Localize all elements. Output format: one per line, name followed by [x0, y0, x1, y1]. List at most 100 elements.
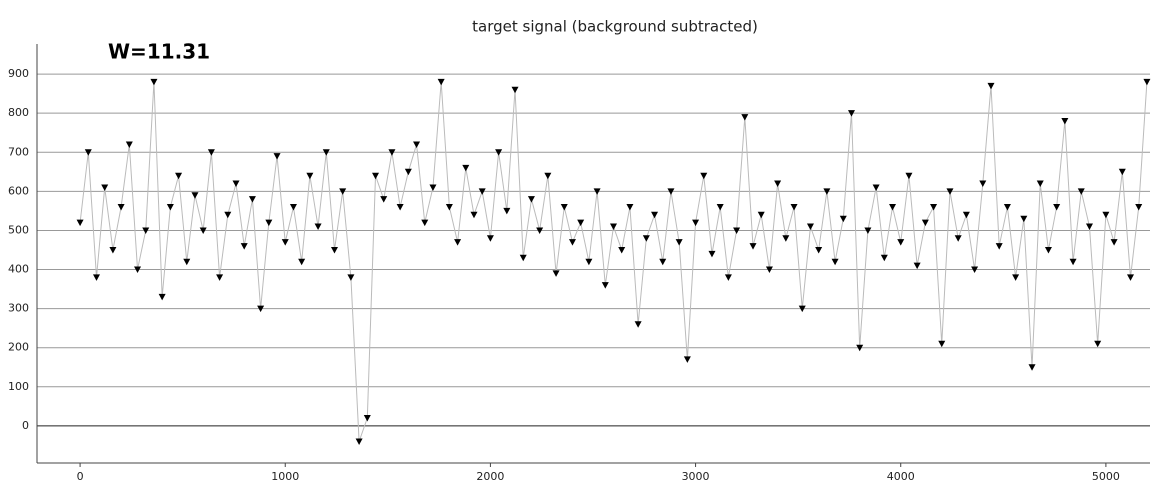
- marker: [757, 211, 765, 219]
- marker: [314, 223, 322, 231]
- marker: [388, 149, 396, 156]
- marker: [240, 243, 248, 250]
- marker: [626, 203, 634, 211]
- marker: [1028, 364, 1036, 371]
- marker: [495, 149, 503, 156]
- marker: [552, 270, 560, 277]
- marker: [421, 219, 429, 227]
- marker: [831, 258, 839, 266]
- marker: [322, 149, 330, 156]
- marker: [478, 188, 486, 195]
- marker: [437, 78, 445, 86]
- marker: [856, 344, 864, 352]
- x-tick-label: 0: [77, 470, 84, 483]
- marker: [839, 215, 847, 223]
- marker: [166, 203, 174, 211]
- marker: [782, 235, 790, 242]
- marker: [568, 239, 576, 246]
- marker: [610, 223, 618, 231]
- marker: [216, 274, 224, 281]
- marker: [281, 239, 289, 246]
- marker: [987, 82, 995, 90]
- marker: [905, 172, 913, 180]
- marker: [675, 239, 683, 246]
- marker: [651, 211, 659, 219]
- marker: [429, 184, 437, 191]
- marker: [248, 196, 256, 203]
- marker: [454, 239, 462, 246]
- marker: [199, 227, 207, 234]
- marker: [872, 184, 880, 191]
- marker: [560, 203, 568, 211]
- marker: [396, 203, 404, 211]
- marker: [125, 141, 133, 148]
- marker: [847, 110, 855, 117]
- marker: [659, 258, 667, 266]
- marker: [265, 219, 273, 227]
- marker: [1069, 258, 1077, 266]
- marker: [150, 78, 158, 86]
- y-tick-label: 400: [8, 263, 29, 276]
- marker: [339, 188, 347, 195]
- marker: [1020, 215, 1028, 223]
- marker: [1044, 246, 1052, 254]
- marker: [790, 203, 798, 211]
- marker: [995, 243, 1003, 250]
- y-tick-label: 500: [8, 223, 29, 236]
- marker: [232, 180, 240, 188]
- marker: [289, 203, 297, 211]
- marker: [117, 203, 125, 211]
- marker: [101, 184, 109, 191]
- marker: [1053, 203, 1061, 211]
- marker: [880, 254, 888, 262]
- marker: [76, 219, 84, 227]
- marker: [224, 211, 232, 219]
- marker: [503, 207, 511, 215]
- marker: [536, 227, 544, 234]
- marker: [470, 211, 478, 219]
- marker: [1102, 211, 1110, 219]
- marker: [1036, 180, 1044, 188]
- marker: [700, 172, 708, 180]
- marker: [765, 266, 773, 274]
- marker: [486, 235, 494, 242]
- marker: [257, 305, 265, 313]
- marker: [954, 235, 962, 242]
- marker: [971, 266, 979, 274]
- marker: [445, 203, 453, 211]
- series-line: [79, 81, 1148, 442]
- marker: [413, 141, 421, 148]
- marker: [798, 305, 806, 313]
- marker: [889, 203, 897, 211]
- marker: [692, 219, 700, 227]
- marker: [1077, 188, 1085, 195]
- marker: [330, 246, 338, 254]
- marker: [897, 239, 905, 246]
- marker: [806, 223, 814, 231]
- marker: [404, 168, 412, 176]
- marker: [511, 86, 519, 94]
- marker: [749, 243, 757, 250]
- marker: [864, 227, 872, 234]
- marker: [962, 211, 970, 219]
- marker: [1110, 239, 1118, 246]
- marker: [527, 196, 535, 203]
- x-tick-label: 4000: [887, 470, 915, 483]
- marker: [462, 164, 470, 172]
- marker: [683, 356, 691, 363]
- marker: [84, 149, 92, 156]
- marker: [1127, 274, 1135, 281]
- x-tick-label: 1000: [271, 470, 299, 483]
- y-tick-label: 600: [8, 184, 29, 197]
- y-tick-label: 900: [8, 67, 29, 80]
- marker: [109, 246, 117, 254]
- marker: [306, 172, 314, 180]
- marker: [938, 340, 946, 348]
- y-tick-label: 100: [8, 380, 29, 393]
- marker: [1094, 340, 1102, 348]
- marker: [946, 188, 954, 195]
- y-tick-label: 200: [8, 341, 29, 354]
- marker: [175, 172, 183, 180]
- marker: [733, 227, 741, 234]
